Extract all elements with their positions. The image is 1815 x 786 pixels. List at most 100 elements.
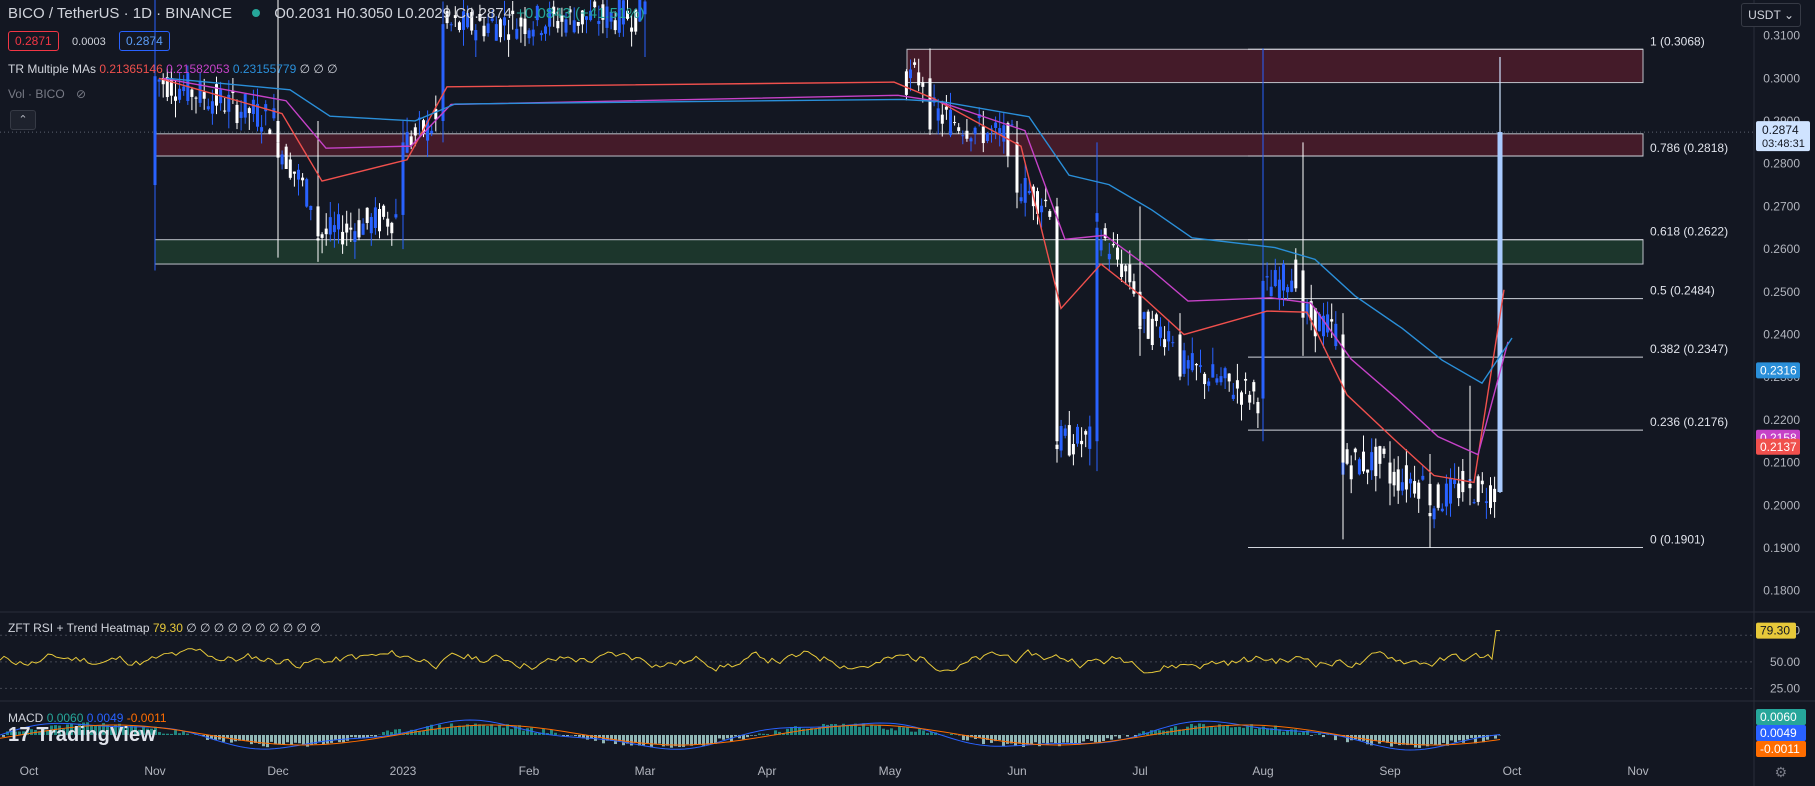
candle-body[interactable] — [638, 0, 642, 22]
candle-body[interactable] — [1294, 259, 1298, 289]
candle-body[interactable] — [576, 21, 580, 26]
candle-body[interactable] — [161, 78, 165, 85]
candle-body[interactable] — [231, 90, 235, 94]
candle-body[interactable] — [643, 1, 647, 15]
candle-body[interactable] — [1449, 478, 1452, 504]
candle-body[interactable] — [357, 220, 361, 238]
candle-body[interactable] — [165, 77, 169, 98]
candle-body[interactable] — [913, 62, 917, 65]
candle-body[interactable] — [1301, 270, 1305, 314]
candle-body[interactable] — [1421, 475, 1425, 480]
candle-body[interactable] — [482, 25, 486, 37]
candle-body[interactable] — [909, 69, 912, 79]
candle-body[interactable] — [309, 205, 313, 210]
sell-button[interactable]: 0.2871 — [8, 31, 59, 51]
candle-body[interactable] — [593, 1, 597, 8]
candle-body[interactable] — [1076, 426, 1079, 444]
candle-body[interactable] — [1124, 265, 1128, 272]
candle-body[interactable] — [580, 10, 584, 25]
candle-body[interactable] — [1357, 459, 1361, 475]
candle-body[interactable] — [153, 78, 157, 186]
candle-body[interactable] — [626, 10, 629, 19]
eye-hidden-icon[interactable]: ⊘ — [76, 87, 87, 101]
candle-body[interactable] — [1432, 508, 1436, 520]
candle-body[interactable] — [1341, 334, 1345, 463]
candle-body[interactable] — [1382, 448, 1386, 454]
candle-body[interactable] — [1215, 378, 1219, 383]
candle-body[interactable] — [1366, 469, 1370, 473]
candle-body[interactable] — [378, 208, 381, 232]
candle-body[interactable] — [617, 0, 621, 33]
rsi-legend[interactable]: ZFT RSI + Trend Heatmap 79.30 ∅ ∅ ∅ ∅ ∅ … — [8, 621, 321, 635]
resistance-zone[interactable] — [154, 133, 1644, 157]
candle-body[interactable] — [609, 11, 613, 22]
candle-body[interactable] — [1132, 281, 1136, 294]
candle-body[interactable] — [198, 80, 202, 103]
candle-body[interactable] — [174, 96, 177, 101]
candle-body[interactable] — [1223, 368, 1227, 379]
candle-body[interactable] — [1067, 425, 1071, 456]
candle-body[interactable] — [556, 20, 560, 29]
candle-body[interactable] — [1489, 485, 1492, 508]
candle-body[interactable] — [1186, 360, 1190, 369]
ma-slow-line[interactable] — [166, 77, 1513, 385]
candle-body[interactable] — [544, 26, 547, 34]
candle-body[interactable] — [1048, 211, 1052, 217]
candle-body[interactable] — [1154, 314, 1158, 321]
candle-body[interactable] — [430, 130, 434, 134]
candle-body[interactable] — [605, 6, 609, 28]
candle-body[interactable] — [324, 228, 328, 235]
candle-body[interactable] — [206, 106, 210, 110]
candle-body[interactable] — [1040, 205, 1044, 213]
candle-body[interactable] — [511, 10, 515, 15]
candle-body[interactable] — [515, 28, 519, 39]
candle-body[interactable] — [390, 222, 394, 234]
candle-body[interactable] — [210, 101, 214, 114]
candle-body[interactable] — [1111, 244, 1115, 246]
rsi-line[interactable] — [0, 630, 1500, 674]
candle-body[interactable] — [1374, 446, 1378, 477]
candle-body[interactable] — [1461, 470, 1465, 493]
candle-body[interactable] — [1349, 465, 1353, 480]
candle-body[interactable] — [345, 223, 349, 233]
candle-body[interactable] — [386, 218, 390, 227]
candle-body[interactable] — [157, 79, 161, 82]
candle-body[interactable] — [568, 9, 572, 13]
candle-body[interactable] — [268, 129, 272, 134]
macd-line[interactable] — [0, 719, 1501, 751]
candle-body[interactable] — [601, 4, 605, 20]
candle-body[interactable] — [613, 20, 617, 31]
candle-body[interactable] — [239, 111, 243, 118]
candle-body[interactable] — [1219, 376, 1223, 383]
candle-body[interactable] — [977, 114, 981, 118]
candle-body[interactable] — [1207, 381, 1211, 386]
macd-signal-line[interactable] — [0, 724, 1501, 746]
candle-body[interactable] — [928, 78, 932, 113]
candle-body[interactable] — [243, 94, 247, 118]
candle-body[interactable] — [235, 104, 239, 124]
candle-body[interactable] — [1404, 465, 1408, 490]
gear-icon[interactable]: ⚙ — [1774, 764, 1787, 780]
candle-body[interactable] — [1265, 276, 1269, 278]
candle-body[interactable] — [202, 91, 206, 99]
candle-body[interactable] — [1150, 318, 1154, 346]
macd-legend[interactable]: MACD 0.0060 0.0049 -0.0011 — [8, 711, 167, 725]
candle-body[interactable] — [1248, 394, 1252, 403]
candle-body[interactable] — [413, 127, 417, 136]
candle-body[interactable] — [284, 146, 288, 169]
support-zone[interactable] — [154, 239, 1644, 265]
candle-body[interactable] — [394, 214, 398, 218]
candle-body[interactable] — [1044, 199, 1048, 202]
candle-body[interactable] — [434, 109, 438, 120]
candle-body[interactable] — [305, 179, 309, 207]
candle-body[interactable] — [552, 6, 556, 15]
candle-body[interactable] — [1453, 479, 1457, 485]
candle-body[interactable] — [998, 128, 1002, 135]
candle-body[interactable] — [422, 120, 425, 134]
candle-body[interactable] — [292, 171, 296, 174]
candle-body[interactable] — [478, 13, 482, 21]
candle-body[interactable] — [1252, 382, 1256, 392]
candle-body[interactable] — [223, 110, 227, 112]
candle-body[interactable] — [1203, 373, 1207, 385]
